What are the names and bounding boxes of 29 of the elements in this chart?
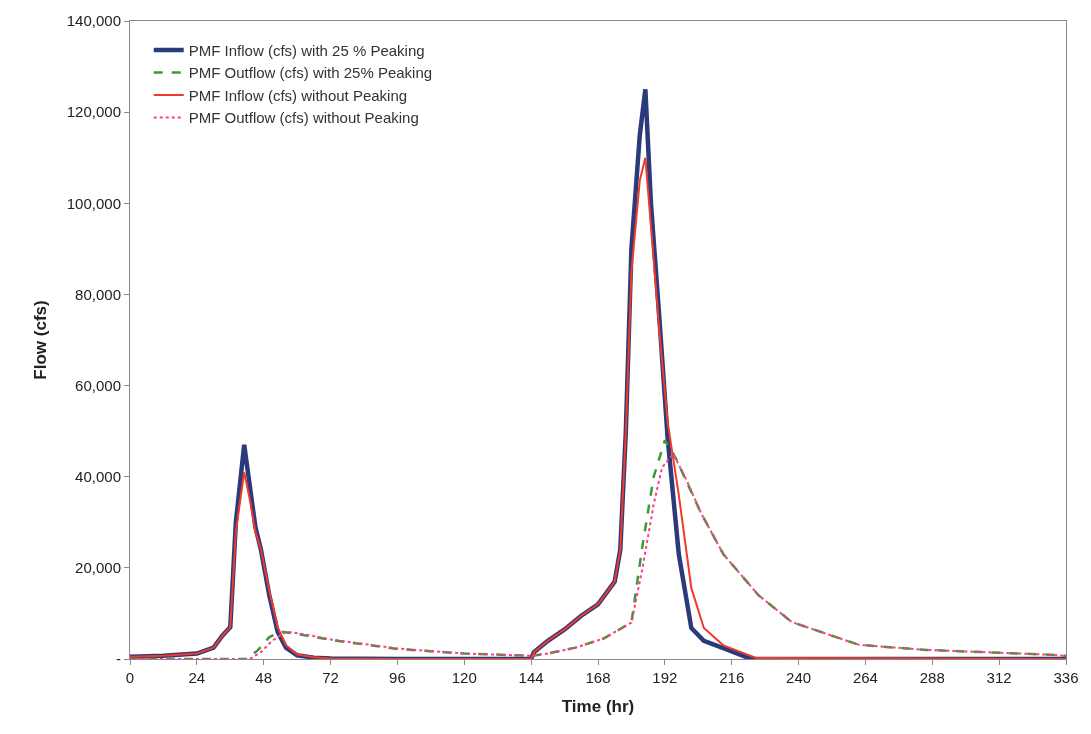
y-tick-label: 60,000 — [75, 376, 121, 394]
y-tick-label: 80,000 — [75, 285, 121, 303]
legend-label: PMF Inflow (cfs) with 25 % Peaking — [188, 41, 425, 59]
x-tick-label: 312 — [986, 669, 1012, 686]
x-tick-label: 24 — [188, 669, 206, 686]
x-tick-label: 240 — [786, 669, 812, 686]
x-tick-label: 216 — [719, 669, 745, 686]
x-tick-label: 168 — [585, 669, 611, 686]
x-tick-label: 144 — [518, 669, 544, 686]
y-tick-label: 40,000 — [75, 467, 121, 485]
legend-label: PMF Inflow (cfs) without Peaking — [188, 86, 408, 104]
x-tick-label: 336 — [1053, 669, 1079, 686]
legend-label: PMF Outflow (cfs) with 25% Peaking — [188, 64, 433, 82]
legend-label: PMF Outflow (cfs) without Peaking — [188, 109, 419, 127]
x-tick-label: 48 — [255, 669, 273, 686]
x-tick-label: 120 — [451, 669, 477, 686]
x-axis-title: Time (hr) — [561, 697, 635, 717]
y-axis-title: Flow (cfs) — [31, 300, 51, 380]
y-tick-label: 140,000 — [66, 12, 121, 30]
x-tick-label: 288 — [919, 669, 945, 686]
x-tick-label: 72 — [322, 669, 339, 686]
y-tick-label: 20,000 — [75, 559, 121, 577]
y-tick-label: 120,000 — [66, 103, 121, 121]
x-tick-label: 264 — [852, 669, 878, 686]
x-tick-label: 0 — [125, 669, 135, 686]
x-tick-label: 192 — [652, 669, 678, 686]
x-tick-label: 96 — [389, 669, 406, 686]
y-tick-label: - — [116, 650, 121, 668]
y-tick-label: 100,000 — [66, 194, 121, 212]
